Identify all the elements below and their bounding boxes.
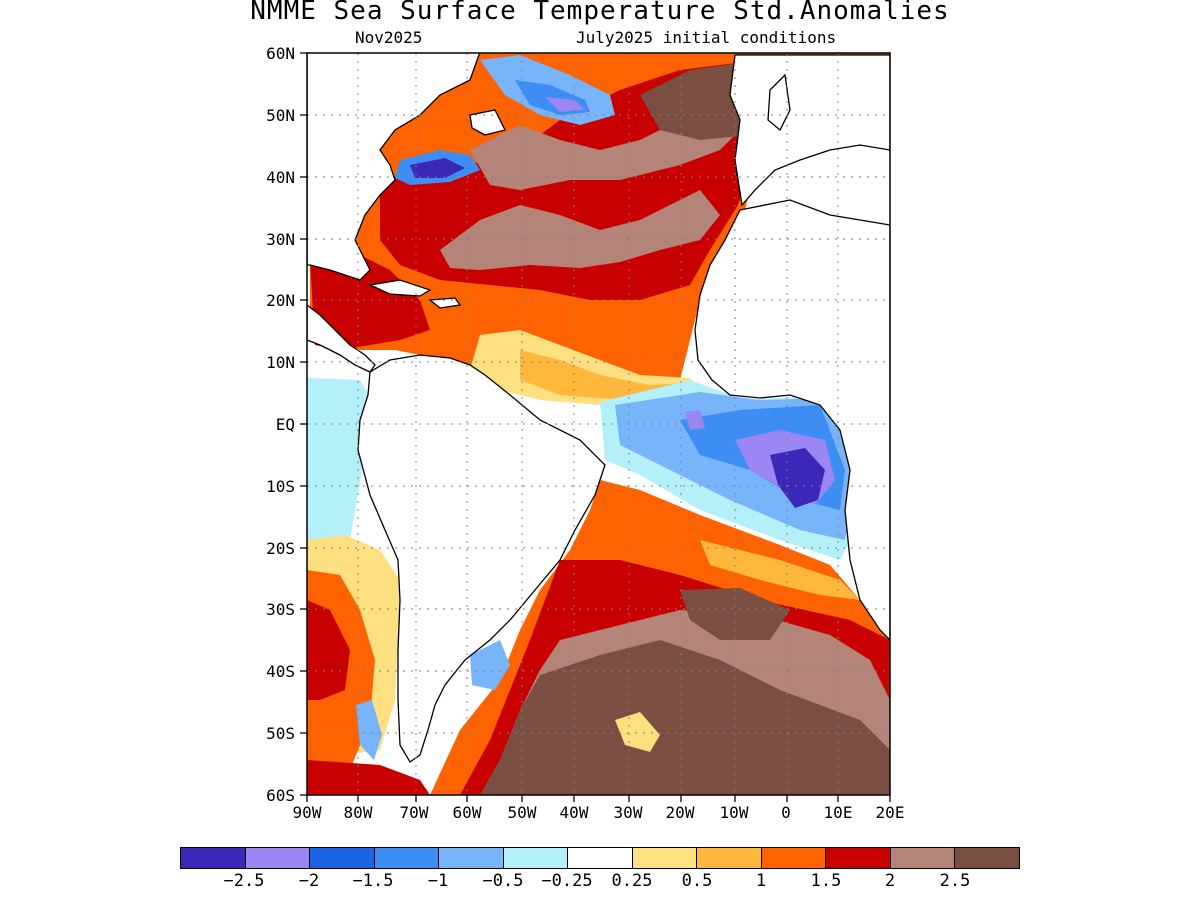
anomaly-region-labrador-violet (545, 97, 585, 112)
lat-label: 60N (266, 44, 295, 63)
anomaly-region-sa-darkbrown (480, 640, 890, 795)
colorbar-label: −2.5 (223, 871, 265, 891)
colorbar-swatch (503, 848, 569, 868)
anomaly-region-na-lightorange (520, 350, 690, 400)
lat-label: 20N (266, 291, 295, 310)
anomaly-region-pacific-lightcyan (307, 378, 372, 545)
colorbar-label: −0.25 (541, 871, 593, 891)
lat-label: 10S (266, 477, 295, 496)
lat-label: 30S (266, 600, 295, 619)
lon-label: 20E (875, 803, 905, 822)
lat-label: 30N (266, 230, 295, 249)
colorbar-swatch (890, 848, 956, 868)
lon-label: 10E (823, 803, 853, 822)
anomaly-region-eq-indigo (770, 448, 825, 508)
anomaly-region-pacific-blue (356, 700, 382, 760)
colorbar-swatch (568, 848, 633, 868)
colorbar-label: 1.5 (810, 871, 842, 891)
land-great-britain (767, 73, 791, 132)
anomaly-region-sa-yellow (615, 712, 660, 752)
lat-label: 10N (266, 353, 295, 372)
anomaly-region-sa-lightblue (470, 640, 510, 690)
colorbar-label: −0.5 (482, 871, 524, 891)
lat-label: 40N (266, 168, 295, 187)
colorbar-swatch (955, 848, 1019, 868)
colorbar-swatch (697, 848, 762, 868)
land-newfoundland (469, 109, 506, 136)
lon-label: 30W (613, 803, 643, 822)
colorbar-swatch (245, 848, 311, 868)
land-south-america (357, 354, 606, 763)
lat-label: 50N (266, 106, 295, 125)
forecast-month: Nov2025 (355, 28, 423, 47)
colorbar-label: 2 (884, 871, 896, 891)
anomaly-region-na-red2 (310, 255, 430, 350)
colorbar (180, 847, 1020, 869)
lat-label: 50S (266, 724, 295, 743)
land-cuba (367, 279, 432, 297)
map-title: NMME Sea Surface Temperature Std.Anomali… (250, 0, 950, 26)
land-central-america (307, 304, 376, 373)
lon-label: 50W (507, 803, 537, 822)
anomaly-region-pacific-red (307, 600, 350, 700)
colorbar-label: 0.25 (611, 871, 653, 891)
colorbar-swatch (632, 848, 698, 868)
colorbar-swatch (439, 848, 504, 868)
lat-label: 20S (266, 539, 295, 558)
lon-label: 20W (665, 803, 695, 822)
colorbar-swatch (310, 848, 375, 868)
land-north-america (307, 53, 481, 281)
colorbar-swatch (826, 848, 891, 868)
colorbar-label: 1 (755, 871, 767, 891)
lon-label: 90W (292, 803, 322, 822)
lon-label: 10W (719, 803, 749, 822)
land-africa (694, 199, 890, 641)
lon-label: 80W (343, 803, 373, 822)
colorbar-label: 0.5 (681, 871, 713, 891)
lon-label: 60W (452, 803, 482, 822)
colorbar-swatch (181, 848, 246, 868)
lat-label: 40S (266, 662, 295, 681)
colorbar-label: −1.5 (352, 871, 394, 891)
anomaly-region-eq-violet2 (685, 410, 705, 430)
anomaly-region-na-brown (440, 190, 720, 270)
colorbar-label: 2.5 (939, 871, 971, 891)
lat-label: EQ (275, 415, 295, 434)
initial-conditions: July2025 initial conditions (576, 28, 837, 47)
anomaly-region-pacific-south-red (307, 760, 430, 795)
lon-label: 0 (781, 803, 791, 822)
lon-label: 70W (399, 803, 429, 822)
anomaly-region-sa-lightorange (700, 540, 860, 600)
anomaly-region-na-brown2 (470, 115, 740, 190)
lat-label: 60S (266, 786, 295, 805)
colorbar-label: −2 (298, 871, 320, 891)
lon-label: 40W (559, 803, 589, 822)
colorbar-swatch (374, 848, 440, 868)
colorbar-swatch (761, 848, 827, 868)
anomaly-region-gom-indigo (410, 158, 465, 178)
colorbar-label: −1 (427, 871, 449, 891)
